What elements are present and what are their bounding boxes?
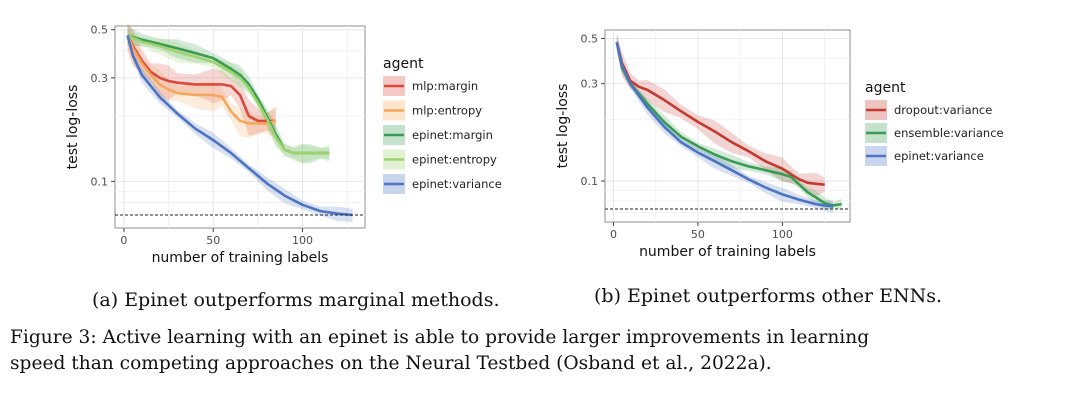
series-band-epinet-variance	[616, 35, 834, 214]
series-band-dropout-variance	[616, 33, 825, 197]
legend-title: agent	[383, 56, 424, 72]
legend-entry: epinet:variance	[412, 177, 502, 191]
gridlines	[605, 30, 850, 222]
series-band-epinet-entropy	[127, 27, 330, 164]
legend-entry: epinet:entropy	[412, 153, 497, 167]
gridlines	[115, 26, 365, 228]
subcaption-a: (a) Epinet outperforms marginal methods.	[92, 289, 500, 311]
axis-ticks: 0 50 100 0.1 0.3 0.5	[91, 24, 314, 247]
series-line-epinet-entropy	[126, 34, 330, 155]
x-tick-label: 0	[120, 234, 127, 247]
x-tick-label: 100	[772, 228, 793, 241]
chart-b: 0 50 100 0.1 0.3 0.5 number of training labels…	[545, 0, 1050, 285]
series-line-epinet-variance	[615, 41, 834, 208]
series-line-ensemble-variance	[615, 41, 842, 207]
legend-entry: epinet:margin	[412, 128, 493, 142]
legend-entry: mlp:entropy	[412, 104, 482, 118]
legend-entry: mlp:margin	[412, 79, 478, 93]
y-tick-label: 0.1	[91, 175, 109, 188]
legend: agent mlp:margin mlp:entropy epinet:margin e…	[383, 56, 502, 194]
x-tick-label: 100	[292, 234, 313, 247]
y-axis-label: test log-loss	[555, 84, 571, 169]
axis-ticks: 0 50 100 0.1 0.3 0.5	[581, 32, 793, 241]
legend: agent dropout:variance ensemble:variance ep…	[865, 80, 1004, 166]
y-tick-label: 0.5	[91, 24, 109, 37]
figure-caption-line-1: Figure 3: Active learning with an epinet…	[10, 327, 870, 348]
x-axis-label: number of training labels	[152, 250, 329, 266]
x-axis-label: number of training labels	[639, 244, 816, 260]
series-band-mlp-entropy	[127, 21, 276, 138]
series-line-dropout-variance	[615, 41, 825, 186]
legend-title: agent	[865, 80, 906, 96]
series-group	[126, 21, 353, 222]
series-line-mlp-entropy	[126, 34, 277, 125]
series-band-mlp-margin	[127, 23, 276, 138]
x-tick-label: 0	[610, 228, 617, 241]
legend-entry: ensemble:variance	[894, 126, 1004, 140]
figure-caption-line-2: speed than competing approaches on the N…	[10, 353, 772, 374]
chart-a: 0 50 100 0.1 0.3 0.5 number of training labels…	[40, 0, 540, 285]
chart-svg-b: 0 50 100 0.1 0.3 0.5 number of training labels…	[555, 29, 1004, 260]
y-axis-label: test log-loss	[65, 85, 81, 170]
y-tick-label: 0.3	[581, 78, 599, 91]
x-tick-label: 50	[691, 228, 705, 241]
series-line-mlp-margin	[126, 34, 276, 123]
y-tick-label: 0.1	[581, 175, 599, 188]
subcaption-b: (b) Epinet outperforms other ENNs.	[594, 285, 943, 307]
y-tick-label: 0.5	[581, 32, 599, 45]
x-tick-label: 50	[206, 234, 220, 247]
series-line-epinet-variance	[126, 35, 353, 217]
series-group	[615, 33, 842, 214]
legend-entry: epinet:variance	[894, 149, 984, 163]
y-tick-label: 0.3	[91, 72, 109, 85]
chart-svg-a: 0 50 100 0.1 0.3 0.5 number of training labels…	[65, 21, 502, 266]
legend-entry: dropout:variance	[894, 103, 992, 117]
figure-caption: Figure 3: Active learning with an epinet…	[10, 325, 1070, 377]
plot-area	[114, 25, 366, 229]
